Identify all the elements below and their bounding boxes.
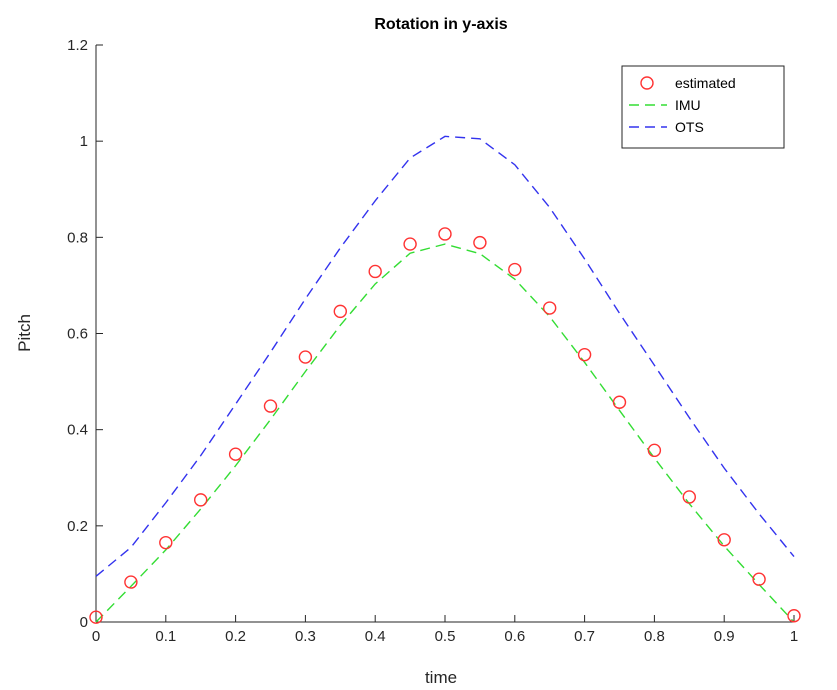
x-tick-label: 0.6	[504, 628, 525, 645]
data-point-estimated	[577, 347, 592, 362]
series-layer	[89, 135, 801, 624]
data-point-estimated	[682, 490, 696, 504]
data-point-estimated	[438, 227, 452, 241]
data-point-estimated	[787, 609, 801, 623]
x-tick-label: 1	[790, 628, 798, 645]
data-point-estimated	[228, 447, 243, 461]
y-tick-label: 0.2	[67, 518, 88, 535]
x-axis-title: time	[425, 668, 457, 687]
data-point-estimated	[543, 301, 557, 315]
series-line-imu	[95, 243, 795, 623]
y-tick-label: 1.2	[67, 37, 88, 54]
data-point-estimated	[193, 493, 208, 507]
data-point-estimated	[403, 237, 417, 251]
x-tick-label: 0.8	[644, 628, 665, 645]
data-point-estimated	[159, 535, 173, 550]
y-axis-title: Pitch	[15, 314, 34, 352]
x-tick-label: 0.9	[714, 628, 735, 645]
y-tick-label: 0.4	[67, 422, 88, 439]
data-point-estimated	[752, 572, 766, 586]
x-tick-label: 0.5	[435, 628, 456, 645]
x-tick-label: 0.2	[225, 628, 246, 645]
data-point-estimated	[473, 235, 487, 250]
x-tick-label: 0.3	[295, 628, 316, 645]
x-tick-label: 0.7	[574, 628, 595, 645]
data-point-estimated	[717, 533, 731, 547]
legend: estimated IMU OTS	[621, 65, 785, 149]
y-tick-label: 1	[80, 133, 88, 150]
data-point-estimated	[333, 304, 347, 319]
data-point-estimated	[647, 443, 662, 458]
legend-label-imu: IMU	[675, 97, 701, 113]
data-point-estimated	[298, 350, 313, 364]
x-tick-label: 0.1	[155, 628, 176, 645]
legend-box	[621, 65, 785, 149]
data-point-estimated	[612, 395, 627, 409]
data-point-estimated	[368, 264, 382, 279]
y-tick-label: 0.6	[67, 326, 88, 343]
chart-title: Rotation in y-axis	[374, 16, 507, 33]
x-tick-label: 0	[92, 628, 100, 645]
legend-swatch-estimated	[640, 76, 654, 90]
x-tick-label: 0.4	[365, 628, 386, 645]
x-axis-ticks: 0 0.1 0.2 0.3 0.4 0.5 0.6 0.7 0.8 0.9 1	[92, 615, 798, 645]
y-tick-label: 0.8	[67, 229, 88, 246]
data-point-estimated	[263, 399, 278, 413]
y-tick-label: 0	[80, 614, 88, 631]
data-point-estimated	[508, 262, 522, 277]
y-axis-ticks: 0 0.2 0.4 0.6 0.8 1 1.2	[67, 37, 103, 631]
data-point-estimated	[124, 575, 138, 589]
legend-label-estimated: estimated	[675, 75, 736, 91]
series-line-ots	[95, 135, 795, 577]
legend-label-ots: OTS	[675, 119, 704, 135]
data-point-estimated	[89, 610, 103, 624]
